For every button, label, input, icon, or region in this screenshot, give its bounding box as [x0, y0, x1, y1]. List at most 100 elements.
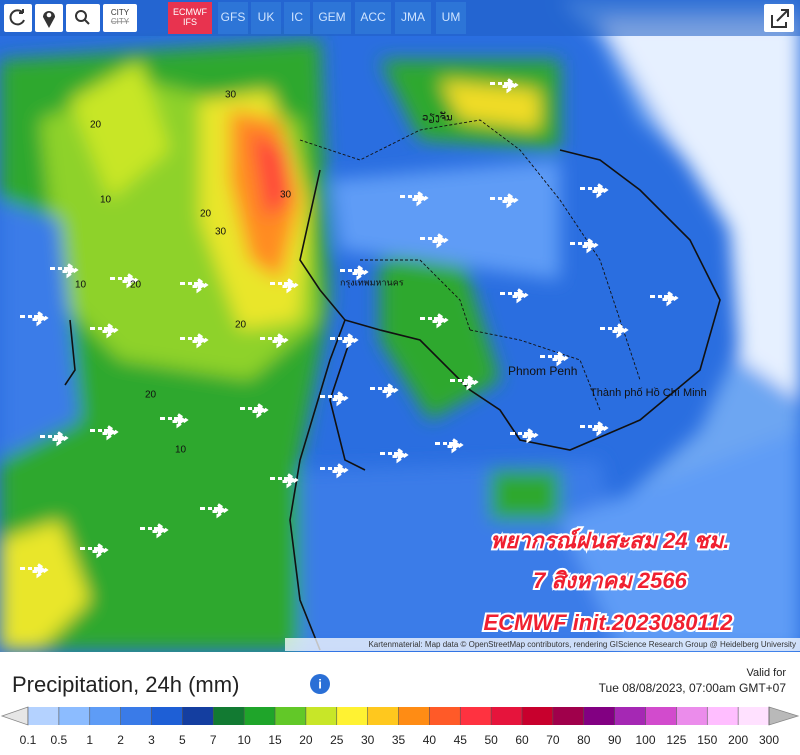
city-button[interactable]	[103, 4, 137, 32]
legend-swatch	[522, 707, 554, 725]
forecast-caption: พยากรณ์ฝนสะสม 24 ชม. 7 สิงหาคม 2566 ECMWF …	[481, 526, 735, 637]
wind-arrow	[435, 436, 464, 454]
refresh-icon	[9, 9, 25, 26]
wind-arrow	[320, 461, 349, 479]
zoom-icon-handle	[84, 19, 90, 25]
wind-arrow	[90, 423, 119, 441]
legend-tick-label: 3	[148, 733, 155, 747]
wind-arrow	[510, 426, 539, 444]
location-icon-dot	[46, 12, 52, 18]
wind-arrow	[320, 389, 349, 407]
legend-tick-label: 300	[759, 733, 779, 747]
wind-arrow	[580, 419, 609, 437]
model-tab[interactable]	[313, 2, 351, 34]
wind-arrow	[580, 181, 609, 199]
legend-tick-label: 30	[361, 733, 375, 747]
valid-label: Valid for	[746, 667, 786, 679]
coastlines	[64, 149, 721, 651]
contour-label: 20	[90, 120, 102, 131]
refresh-button[interactable]	[4, 4, 32, 32]
place-labels: Phnom Penh Thành phố Hồ Chí Minh กรุงเทพมห…	[340, 111, 707, 398]
legend-swatch	[305, 707, 338, 725]
wind-arrow	[490, 191, 519, 209]
legend-swatch	[614, 707, 646, 725]
info-button[interactable]	[310, 674, 330, 694]
legend-swatch	[491, 707, 523, 725]
legend-tick-label: 1	[86, 733, 93, 747]
precip-field	[0, 0, 800, 650]
wind-arrow	[420, 311, 449, 329]
legend-swatch	[707, 707, 739, 725]
wind-arrow	[40, 429, 69, 447]
valid-time: Tue 08/08/2023, 07:00am GMT+07	[599, 681, 787, 695]
legend-tick-label: 70	[546, 733, 560, 747]
legend-swatch	[552, 707, 585, 725]
legend-tick-label: 35	[392, 733, 406, 747]
legend-tick-label: 60	[515, 733, 529, 747]
model-tab[interactable]	[355, 2, 391, 34]
model-tab-label: IC	[291, 10, 303, 24]
model-tab-label: GEM	[318, 10, 345, 24]
legend-tick-label: 200	[728, 733, 748, 747]
model-tab-label: JMA	[401, 10, 425, 24]
place-label: Phnom Penh	[508, 364, 577, 378]
wind-arrow	[180, 276, 209, 294]
wind-arrow	[200, 501, 229, 519]
model-tabs: ECMWF IFS GFS UK IC GEM ACC JMA UM	[168, 2, 466, 34]
wind-arrow	[490, 76, 519, 94]
wind-arrow	[240, 401, 269, 419]
contour-label: 20	[130, 280, 142, 291]
wind-arrow	[600, 321, 629, 339]
toolbar-buttons: CITY CITY	[4, 4, 794, 32]
zoom-button[interactable]	[66, 4, 100, 32]
model-tab-label: UM	[442, 10, 461, 24]
model-tab[interactable]	[218, 2, 248, 34]
model-tab[interactable]	[284, 2, 310, 34]
legend-tick-label: 10	[237, 733, 251, 747]
contour-label: 10	[100, 195, 112, 206]
zoom-icon	[75, 10, 87, 22]
legend-swatch	[58, 707, 91, 725]
city-label-strike: CITY	[111, 17, 130, 26]
model-tab[interactable]	[395, 2, 431, 34]
model-tab[interactable]	[168, 2, 212, 34]
legend-tick-label: 90	[608, 733, 622, 747]
wind-arrow	[20, 309, 49, 327]
wind-arrow	[160, 411, 189, 429]
place-label: Thành phố Hồ Chí Minh	[590, 387, 707, 399]
city-label: CITY	[111, 8, 130, 17]
wind-arrow	[50, 261, 79, 279]
legend-tick-label: 15	[268, 733, 282, 747]
legend-tick-label: 7	[210, 733, 217, 747]
legend-swatch	[213, 707, 245, 725]
wind-arrow	[270, 471, 299, 489]
wind-arrow	[380, 446, 409, 464]
legend-swatch	[182, 707, 214, 725]
wind-arrow	[570, 236, 599, 254]
legend-tick-label: 25	[330, 733, 344, 747]
legend-tick-label: 20	[299, 733, 313, 747]
color-legend: 0.1 0.5 1 2 3 5 7 10 15 20 25 30 35 40 45 50 60 70 80 90 100…	[0, 706, 800, 747]
wind-arrow	[270, 276, 299, 294]
model-tab[interactable]	[251, 2, 281, 34]
legend-tick-label: 125	[666, 733, 686, 747]
legend-swatch	[336, 707, 369, 725]
wind-arrow	[140, 521, 169, 539]
share-icon	[771, 9, 789, 28]
model-tab-label: UK	[258, 10, 275, 24]
wind-arrow	[80, 541, 109, 559]
legend-swatch	[676, 707, 708, 725]
legend-swatch	[89, 707, 122, 725]
legend-tick-label: 150	[697, 733, 717, 747]
legend-swatch	[583, 707, 616, 725]
attribution: Kartenmaterial: Map data © OpenStreetMap…	[368, 640, 796, 649]
legend-title: Precipitation, 24h (mm)	[12, 672, 239, 697]
legend-swatch	[645, 707, 677, 725]
wind-arrow	[450, 373, 479, 391]
model-tab[interactable]	[436, 2, 466, 34]
contour-label: 30	[280, 190, 292, 201]
wind-arrow	[540, 349, 569, 367]
legend-tick-label: 40	[423, 733, 437, 747]
